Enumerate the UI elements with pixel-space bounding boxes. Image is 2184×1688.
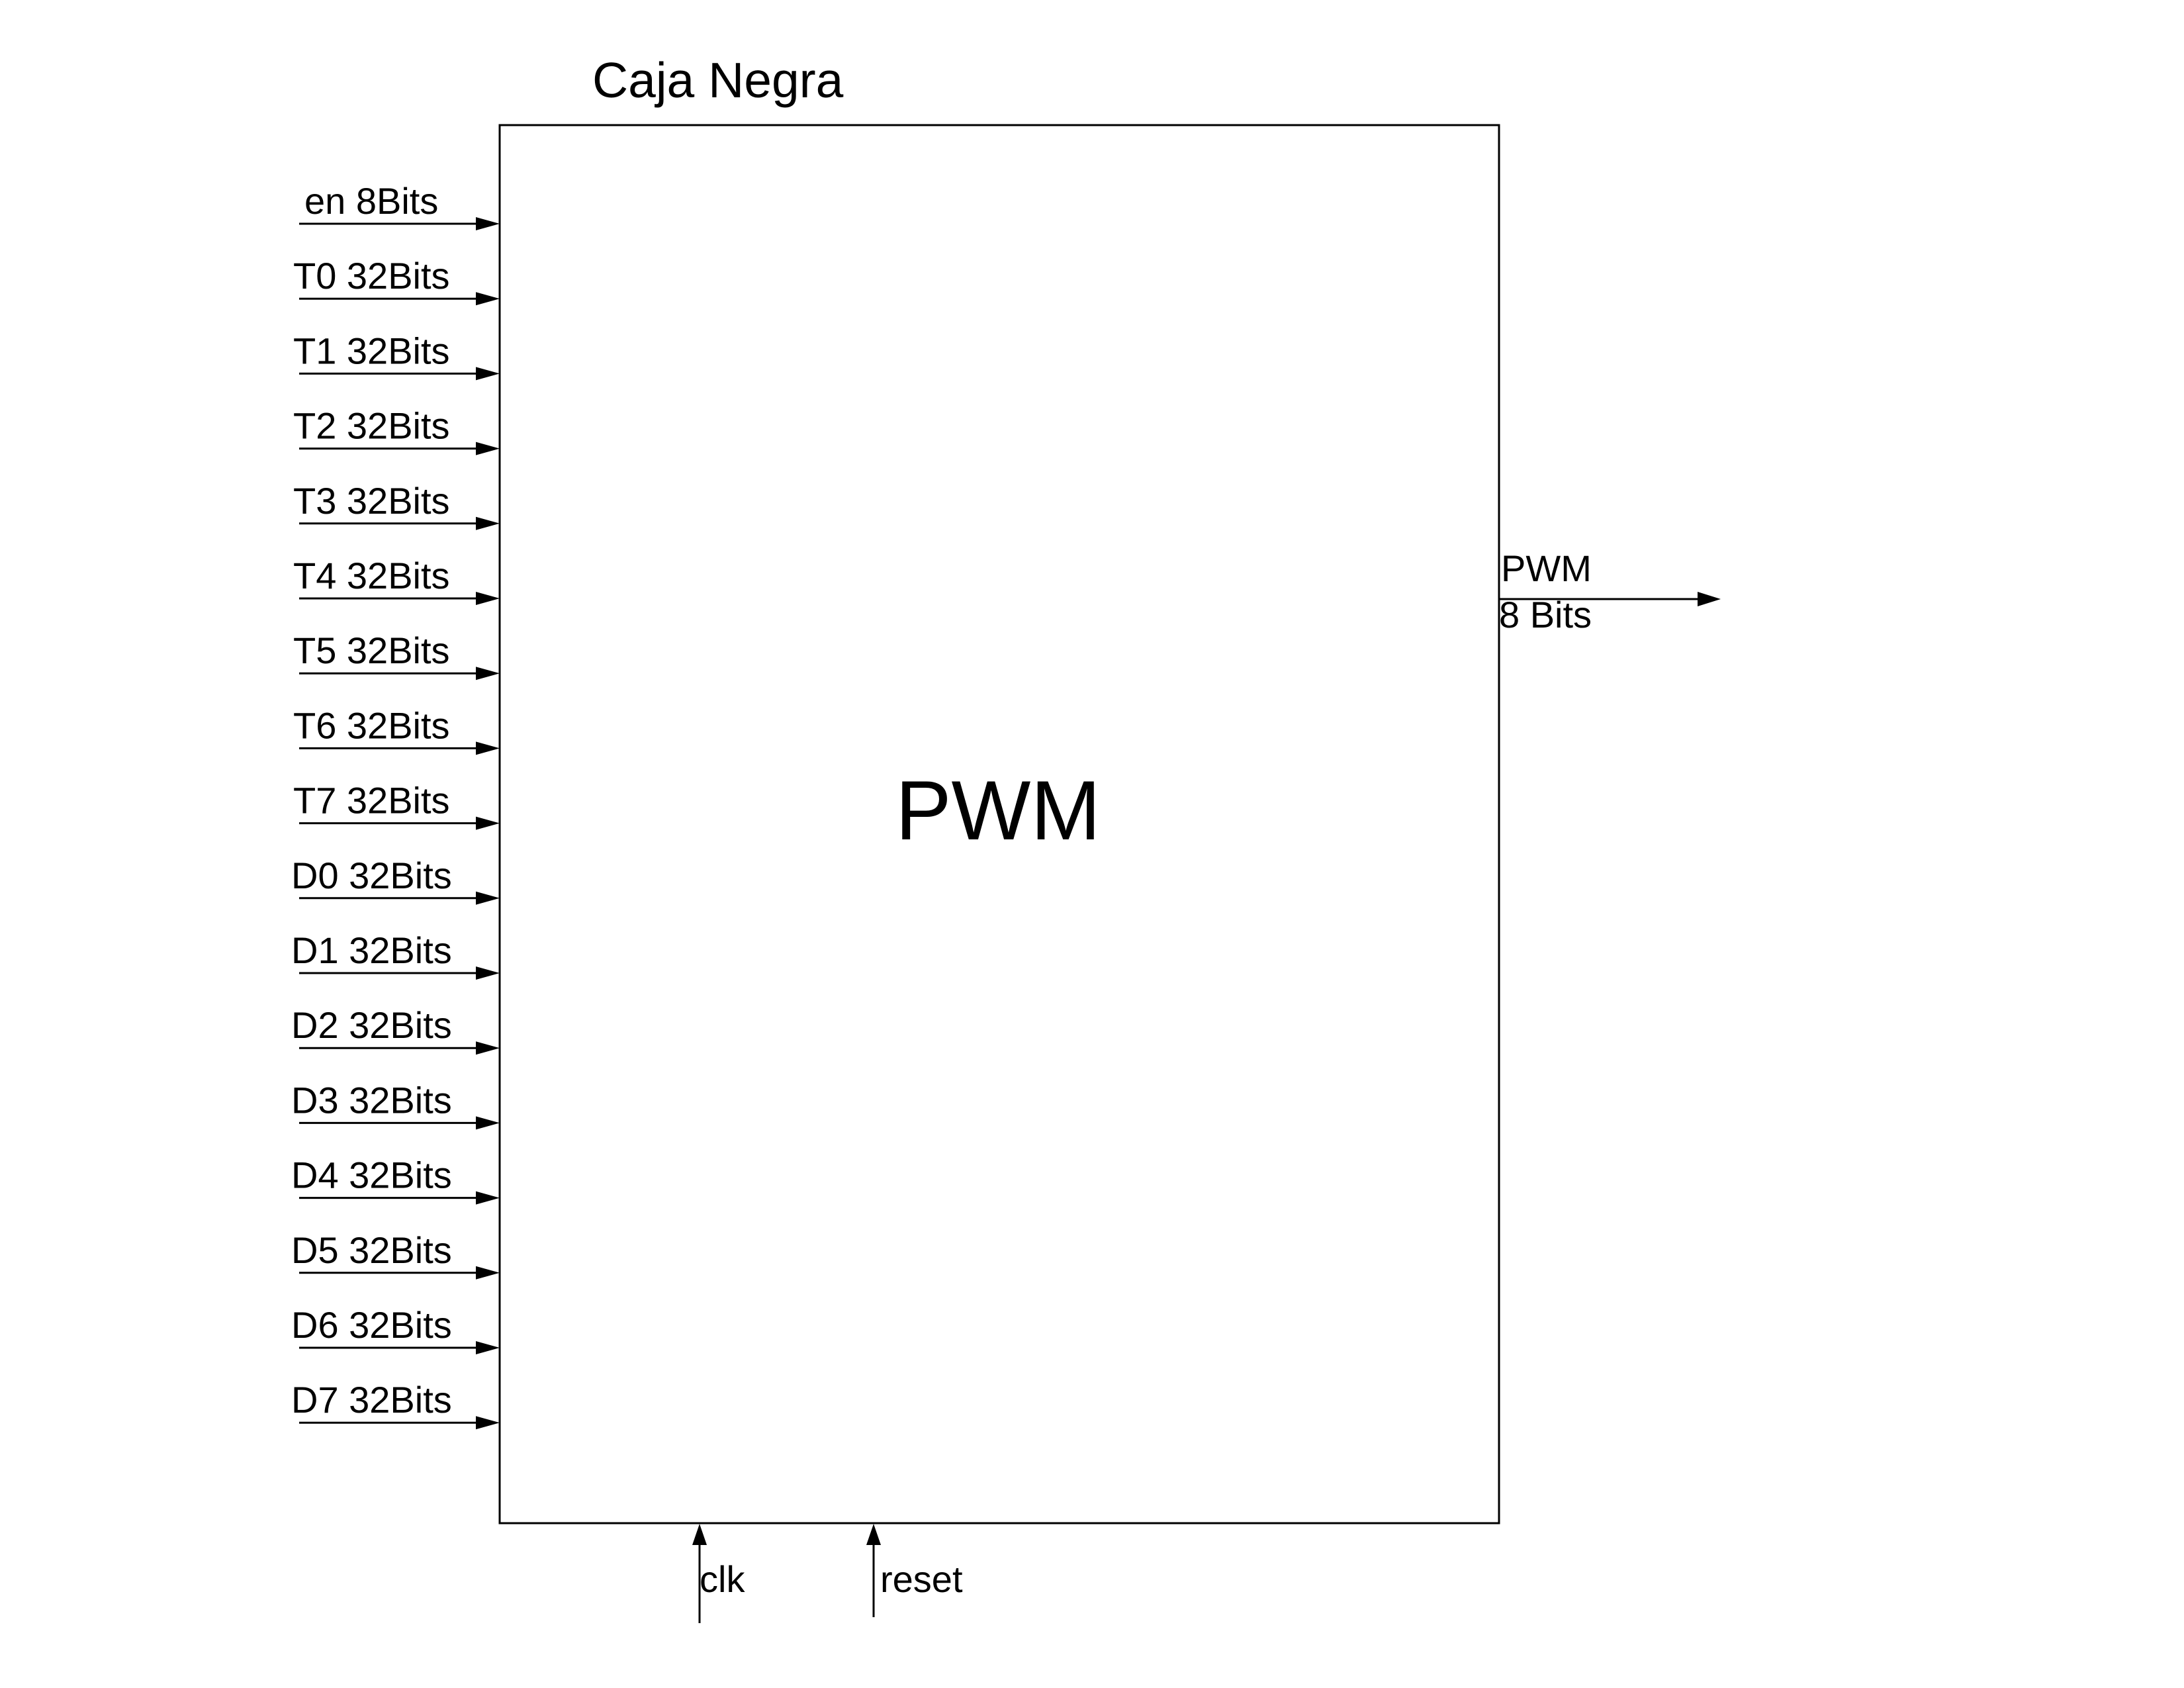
input-signal: T3 32Bits xyxy=(293,480,500,530)
reset-arrowhead xyxy=(866,1524,881,1545)
input-label: D1 32Bits xyxy=(291,929,452,971)
input-signal: T7 32Bits xyxy=(293,780,500,830)
input-signal: T5 32Bits xyxy=(293,630,500,680)
input-signal: T6 32Bits xyxy=(293,704,500,755)
input-arrowhead xyxy=(476,292,500,306)
clk-signal: clk xyxy=(692,1524,745,1623)
input-arrowhead xyxy=(476,667,500,680)
input-arrowhead xyxy=(476,966,500,980)
output-arrowhead xyxy=(1698,592,1721,606)
input-arrowhead xyxy=(476,592,500,605)
input-arrowhead xyxy=(476,1416,500,1430)
input-label: D5 32Bits xyxy=(291,1229,452,1271)
input-arrowhead xyxy=(476,891,500,905)
input-label: en 8Bits xyxy=(304,180,438,222)
input-signal: D5 32Bits xyxy=(291,1229,500,1280)
input-arrowhead xyxy=(476,217,500,230)
input-label: T1 32Bits xyxy=(293,330,450,371)
reset-signal: reset xyxy=(866,1524,963,1617)
input-arrowhead xyxy=(476,1266,500,1280)
input-signal: D1 32Bits xyxy=(291,929,500,980)
input-signal: D2 32Bits xyxy=(291,1004,500,1055)
input-label: T4 32Bits xyxy=(293,555,450,596)
input-arrowhead xyxy=(476,516,500,530)
output-signal: PWM 8 Bits xyxy=(1499,547,1721,635)
input-arrowhead xyxy=(476,442,500,455)
input-label: D4 32Bits xyxy=(291,1154,452,1196)
diagram-title: Caja Negra xyxy=(592,52,844,108)
input-label: T3 32Bits xyxy=(293,480,450,522)
input-arrowhead xyxy=(476,816,500,830)
input-signal: T1 32Bits xyxy=(293,330,500,381)
input-signal: T4 32Bits xyxy=(293,555,500,605)
input-signal: D6 32Bits xyxy=(291,1304,500,1354)
block-label: PWM xyxy=(895,763,1101,857)
input-label: T7 32Bits xyxy=(293,780,450,821)
output-name-label: PWM xyxy=(1501,547,1592,589)
input-signal: T2 32Bits xyxy=(293,405,500,455)
black-box xyxy=(498,124,1500,1524)
input-label: T5 32Bits xyxy=(293,630,450,671)
input-label: T6 32Bits xyxy=(293,704,450,746)
input-label: D0 32Bits xyxy=(291,855,452,896)
input-label: D7 32Bits xyxy=(291,1379,452,1421)
reset-label: reset xyxy=(880,1558,963,1600)
input-arrowhead xyxy=(476,1116,500,1130)
output-width-label: 8 Bits xyxy=(1499,594,1592,635)
input-signal: D4 32Bits xyxy=(291,1154,500,1205)
input-arrowhead xyxy=(476,741,500,755)
input-signal: T0 32Bits xyxy=(293,255,500,306)
input-arrowhead xyxy=(476,367,500,381)
input-label: D2 32Bits xyxy=(291,1004,452,1046)
input-label: D3 32Bits xyxy=(291,1079,452,1121)
input-signal: D0 32Bits xyxy=(291,855,500,905)
input-arrowhead xyxy=(476,1191,500,1205)
input-signals: en 8Bits T0 32Bits T1 32Bits T2 32Bits T3 32… xyxy=(291,180,500,1430)
input-arrowhead xyxy=(476,1341,500,1354)
input-label: T0 32Bits xyxy=(293,255,450,297)
clk-arrowhead xyxy=(692,1524,707,1545)
input-label: T2 32Bits xyxy=(293,405,450,447)
input-signal: en 8Bits xyxy=(299,180,500,230)
clk-label: clk xyxy=(700,1558,745,1600)
input-label: D6 32Bits xyxy=(291,1304,452,1346)
input-arrowhead xyxy=(476,1041,500,1055)
input-signal: D7 32Bits xyxy=(291,1379,500,1430)
input-signal: D3 32Bits xyxy=(291,1079,500,1130)
